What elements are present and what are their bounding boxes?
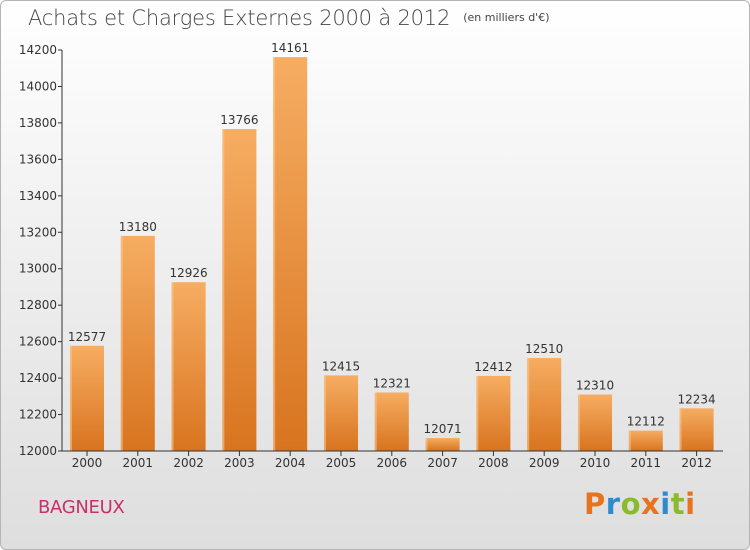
bar: [120, 235, 155, 451]
y-tick-label: 12600: [19, 335, 57, 349]
bar: [222, 129, 257, 451]
bar: [374, 392, 409, 451]
data-label: 12234: [678, 392, 716, 406]
y-tick-label: 12400: [19, 371, 57, 385]
bar-highlight: [120, 235, 123, 451]
data-label: 12926: [170, 266, 208, 280]
y-tick-label: 14200: [19, 43, 57, 57]
bar: [324, 375, 358, 451]
title-text: Achats et Charges Externes 2000 à 2012: [28, 6, 451, 30]
x-tick-label: 2009: [529, 456, 560, 470]
data-label: 13180: [119, 220, 157, 234]
bar-highlight: [527, 358, 530, 451]
bar: [476, 375, 511, 451]
data-label: 12071: [424, 422, 462, 436]
y-tick-label: 12000: [19, 444, 57, 458]
data-label: 13766: [220, 113, 258, 127]
bar-highlight: [476, 375, 479, 451]
data-label: 12112: [627, 415, 665, 429]
bar-highlight: [578, 394, 580, 451]
bar-highlight: [273, 57, 276, 451]
x-tick-label: 2008: [478, 456, 509, 470]
y-tick-label: 12800: [19, 298, 57, 312]
logo-letter: i: [660, 487, 671, 521]
bar-highlight: [70, 345, 72, 451]
y-tick-label: 13400: [19, 189, 57, 203]
bar-highlight: [171, 282, 174, 451]
bar: [171, 282, 206, 451]
city-name: BAGNEUX: [38, 497, 125, 518]
logo-letter: r: [605, 487, 621, 521]
logo-letter: o: [620, 487, 642, 521]
data-label: 12577: [68, 330, 106, 344]
data-label: 12321: [373, 376, 411, 390]
y-tick-label: 13000: [19, 262, 57, 276]
bars-group: [70, 57, 714, 451]
bar-highlight: [679, 408, 682, 451]
bar: [578, 394, 612, 451]
bar: [679, 408, 714, 451]
x-tick-label: 2001: [123, 456, 154, 470]
y-tick-label: 13200: [19, 225, 57, 239]
bar-highlight: [222, 129, 225, 451]
bar: [70, 345, 104, 451]
bar-highlight: [324, 375, 326, 451]
chart-title: Achats et Charges Externes 2000 à 2012 (…: [28, 6, 550, 30]
x-tick-label: 2000: [72, 456, 103, 470]
logo-letter: t: [670, 487, 686, 521]
bar-highlight: [425, 438, 428, 451]
x-tick-label: 2006: [377, 456, 408, 470]
data-label: 12412: [474, 360, 512, 374]
x-tick-label: 2012: [681, 456, 712, 470]
logo-letter: x: [641, 487, 661, 521]
logo-letter: P: [584, 487, 606, 521]
x-tick-label: 2004: [275, 456, 306, 470]
x-tick-label: 2010: [580, 456, 611, 470]
proxiti-logo: Proxiti: [584, 487, 696, 521]
data-labels-group: 12577 13180 12926 13766 14161 12415 12321 12071…: [68, 41, 716, 436]
bar: [425, 438, 460, 451]
x-tick-label: 2007: [427, 456, 458, 470]
data-label: 12310: [576, 378, 614, 392]
bar: [628, 430, 663, 451]
data-label: 14161: [271, 41, 309, 55]
x-tick-label: 2003: [224, 456, 255, 470]
bar: [273, 57, 308, 451]
unit-note: (en milliers d'€): [463, 11, 550, 24]
data-label: 12415: [322, 359, 360, 373]
x-tick-label: 2002: [173, 456, 204, 470]
bar: [527, 358, 562, 451]
y-tick-label: 14000: [19, 79, 57, 93]
bar-highlight: [628, 430, 631, 451]
y-tick-label: 13800: [19, 116, 57, 130]
x-tick-label: 2005: [326, 456, 357, 470]
logo-letter: i: [685, 487, 696, 521]
x-tick-label: 2011: [631, 456, 662, 470]
bar-highlight: [374, 392, 377, 451]
y-tick-label: 12200: [19, 408, 57, 422]
y-tick-label: 13600: [19, 152, 57, 166]
data-label: 12510: [525, 342, 563, 356]
axes-group: 12000 12200 12400 12600 12800 13000 13200 13400…: [19, 43, 723, 470]
